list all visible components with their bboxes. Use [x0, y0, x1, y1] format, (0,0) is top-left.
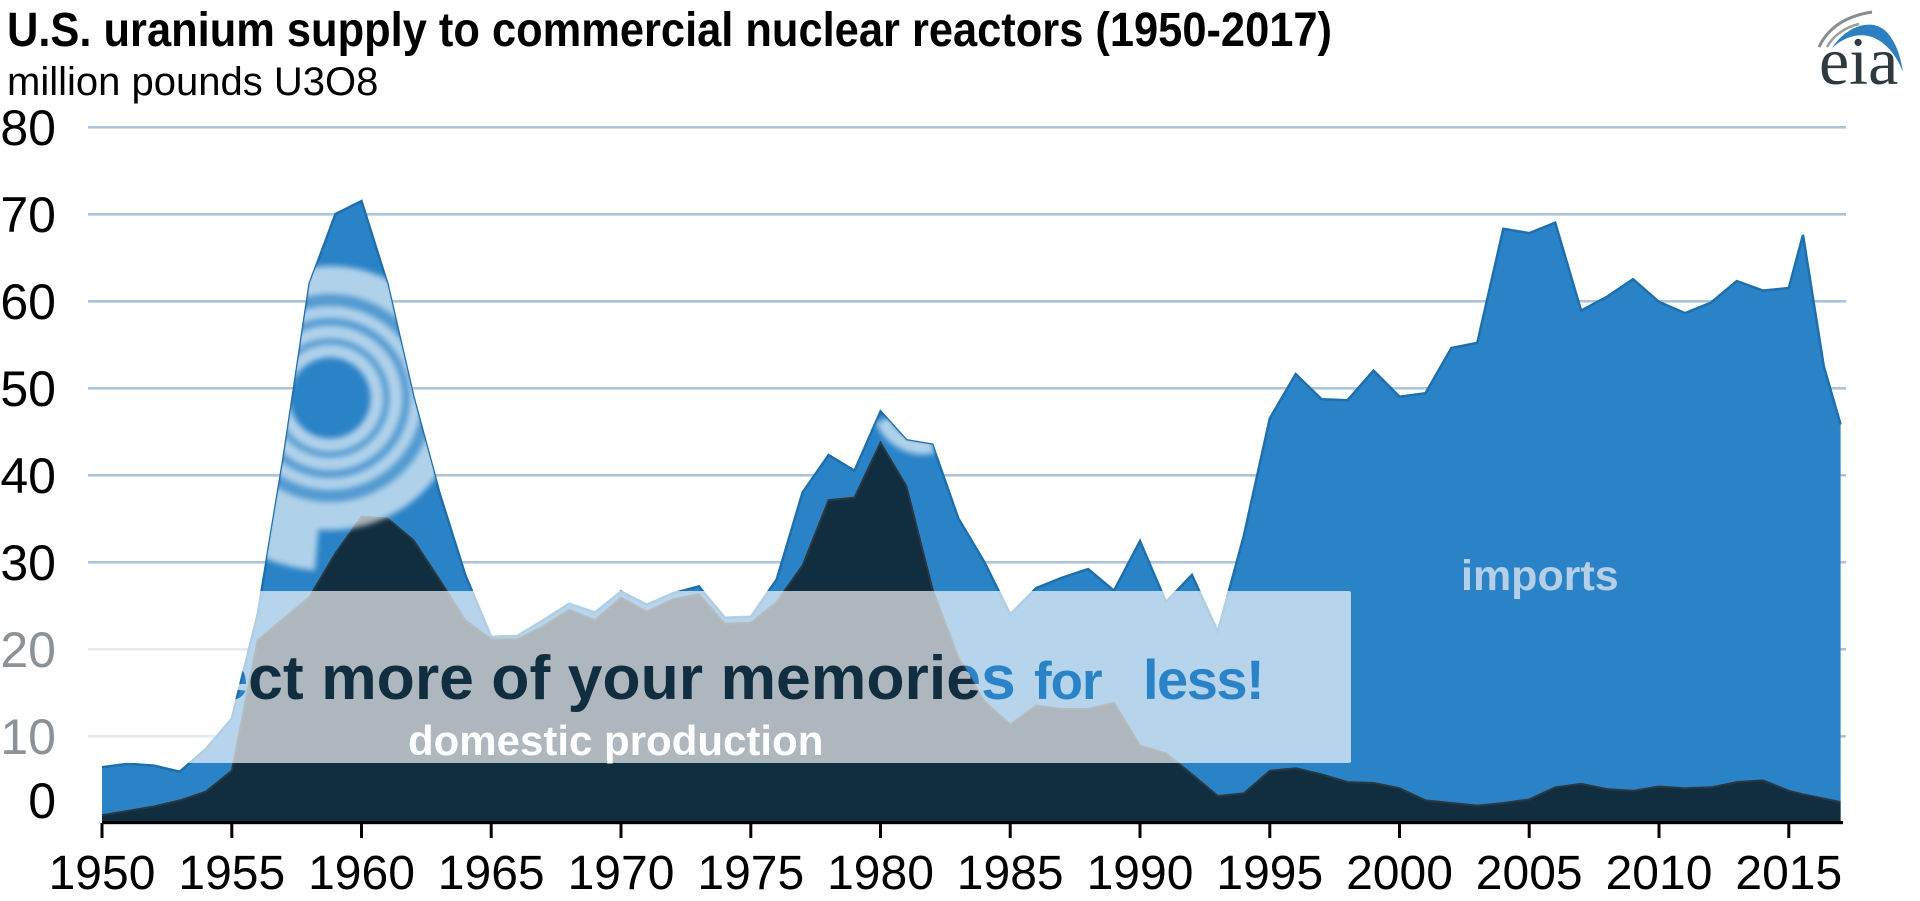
svg-text:10: 10 — [0, 709, 56, 765]
svg-text:80: 80 — [0, 100, 56, 156]
svg-text:2000: 2000 — [1346, 847, 1453, 900]
svg-text:0: 0 — [28, 773, 56, 829]
svg-text:70: 70 — [0, 187, 56, 243]
svg-text:1985: 1985 — [957, 847, 1064, 900]
svg-text:1990: 1990 — [1087, 847, 1194, 900]
svg-text:million pounds U3O8: million pounds U3O8 — [7, 60, 378, 104]
svg-text:50: 50 — [0, 361, 56, 417]
svg-text:1970: 1970 — [568, 847, 675, 900]
svg-text:1980: 1980 — [827, 847, 934, 900]
svg-text:2010: 2010 — [1606, 847, 1713, 900]
svg-text:2015: 2015 — [1735, 847, 1842, 900]
svg-text:1965: 1965 — [438, 847, 545, 900]
svg-text:40: 40 — [0, 448, 56, 504]
svg-text:20: 20 — [0, 622, 56, 678]
svg-text:30: 30 — [0, 535, 56, 591]
svg-text:1955: 1955 — [178, 847, 285, 900]
svg-text:1950: 1950 — [49, 847, 156, 900]
svg-text:60: 60 — [0, 274, 56, 330]
svg-text:2005: 2005 — [1476, 847, 1583, 900]
svg-text:1960: 1960 — [308, 847, 415, 900]
svg-text:1995: 1995 — [1216, 847, 1323, 900]
svg-text:U.S. uranium supply to commerc: U.S. uranium supply to commercial nuclea… — [7, 4, 1332, 57]
svg-text:1975: 1975 — [697, 847, 804, 900]
svg-text:imports: imports — [1461, 552, 1619, 600]
